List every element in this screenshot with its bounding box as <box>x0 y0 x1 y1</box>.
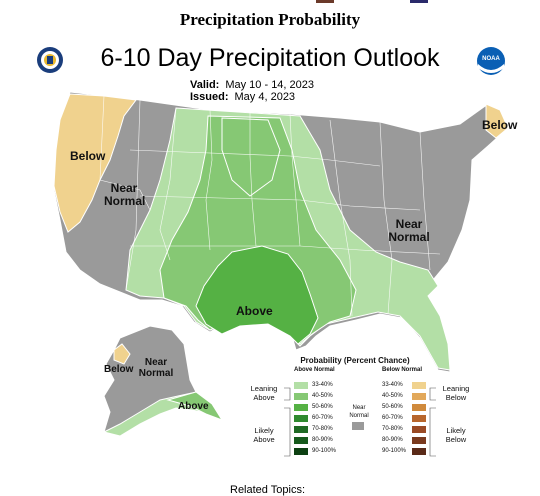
legend-above-swatch <box>294 426 308 433</box>
legend-above-bin-label: 40-50% <box>312 393 333 399</box>
noaa-logo-icon: NOAA <box>477 47 505 75</box>
legend-above-swatch <box>294 448 308 455</box>
legend-below-swatch <box>412 415 426 422</box>
legend-title: Probability (Percent Chance) <box>300 356 410 365</box>
west-coast-below-region <box>53 93 137 233</box>
legend-above-swatch <box>294 382 308 389</box>
legend-below-bin-label: 80-90% <box>382 437 403 443</box>
legend-leaning-below: Leaning Below <box>442 384 470 402</box>
legend-below-swatch <box>412 448 426 455</box>
legend-below-swatch <box>412 426 426 433</box>
map-legend: Probability (Percent Chance) Above Norma… <box>240 356 480 464</box>
legend-above-bin-label: 80-90% <box>312 437 333 443</box>
legend-below-bin-label: 33-40% <box>382 382 403 388</box>
legend-below-bin-label: 40-50% <box>382 393 403 399</box>
page-title: Precipitation Probability <box>179 10 361 29</box>
top-decoration-right <box>410 0 428 3</box>
legend-above-swatch <box>294 437 308 444</box>
northeast-below-label: Below <box>482 118 518 132</box>
alaska-above-label: Above <box>178 401 209 412</box>
legend-above-bin-label: 33-40% <box>312 382 333 388</box>
maine-below-region <box>485 103 509 139</box>
commerce-seal-icon <box>37 47 63 73</box>
legend-above-header: Above Normal <box>294 367 335 373</box>
legend-below-header: Below Normal <box>382 367 423 373</box>
issued-date: May 4, 2023 <box>234 91 296 103</box>
legend-leaning-above: Leaning Above <box>250 384 278 402</box>
alaska-panhandle-above-region <box>166 391 224 421</box>
alaska-below-label: Below <box>104 364 134 375</box>
alaska-near-normal-label: Near Normal <box>138 357 174 379</box>
legend-below-bin-label: 90-100% <box>382 448 407 454</box>
legend-above-swatch <box>294 404 308 411</box>
legend-below-swatch <box>412 437 426 444</box>
legend-above-swatch <box>294 415 308 422</box>
legend-below-bin-label: 70-80% <box>382 426 403 432</box>
alaska-below-region <box>113 343 131 365</box>
valid-date: May 10 - 14, 2023 <box>225 79 315 91</box>
above-50-60-region <box>195 245 319 345</box>
top-decoration-left <box>316 0 334 3</box>
legend-likely-above: Likely Above <box>253 426 275 444</box>
issued-line: Issued: May 4, 2023 <box>190 91 295 103</box>
legend-above-bin-label: 50-60% <box>312 404 333 410</box>
east-near-normal-label: Near Normal <box>388 217 430 244</box>
legend-below-swatch <box>412 393 426 400</box>
legend-above-swatch <box>294 393 308 400</box>
south-above-label: Above <box>236 304 273 318</box>
valid-label: Valid: <box>190 79 220 91</box>
legend-above-bin-label: 60-70% <box>312 415 333 421</box>
legend-above-bin-label: 90-100% <box>312 448 337 454</box>
legend-below-swatch <box>412 404 426 411</box>
northern-plains-above-50-region <box>221 117 281 197</box>
noaa-logo-text: NOAA <box>482 56 500 62</box>
issued-label: Issued: <box>190 91 229 103</box>
legend-below-bin-label: 50-60% <box>382 404 403 410</box>
legend-brackets <box>284 387 436 457</box>
state-borders <box>99 95 441 317</box>
related-topics-heading: Related Topics: <box>230 484 306 496</box>
map-title: 6-10 Day Precipitation Outlook <box>100 44 440 72</box>
legend-above-bin-label: 70-80% <box>312 426 333 432</box>
west-below-label: Below <box>70 149 106 163</box>
legend-likely-below: Likely Below <box>445 426 467 444</box>
legend-below-swatch <box>412 382 426 389</box>
legend-near-normal: Near Normal <box>349 405 369 419</box>
legend-near-normal-swatch <box>352 422 364 430</box>
valid-line: Valid: May 10 - 14, 2023 <box>190 79 314 91</box>
legend-below-bin-label: 60-70% <box>382 415 403 421</box>
west-near-normal-label: Near Normal <box>104 181 146 208</box>
